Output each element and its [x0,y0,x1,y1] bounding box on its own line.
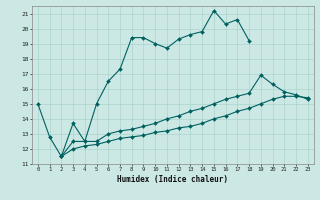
X-axis label: Humidex (Indice chaleur): Humidex (Indice chaleur) [117,175,228,184]
